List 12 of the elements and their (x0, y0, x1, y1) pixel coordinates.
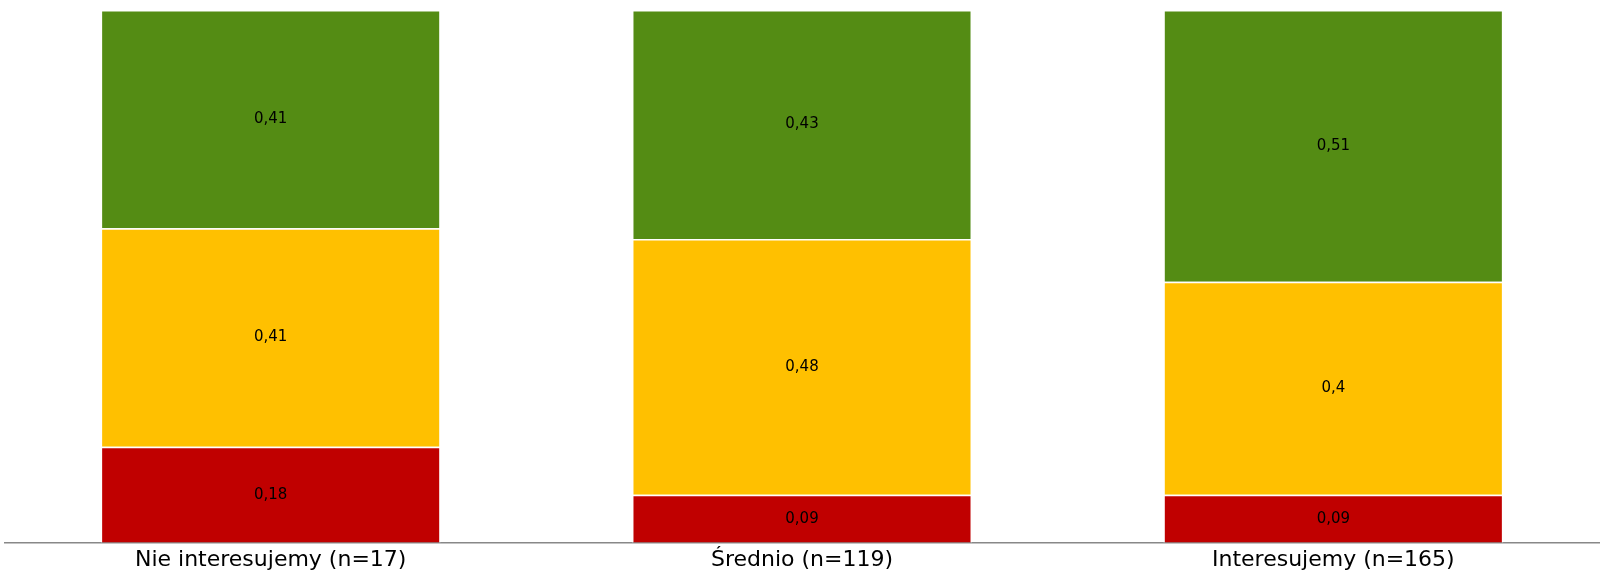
data-label: 0,48 (785, 356, 819, 375)
data-label: 0,41 (253, 327, 288, 346)
data-label: 0,18 (253, 484, 288, 503)
data-label: 0,4 (1321, 378, 1346, 397)
data-label: 0,09 (1316, 508, 1351, 527)
data-label: 0,41 (253, 109, 288, 128)
data-label: 0,43 (785, 114, 819, 133)
x-tick-label: Nie interesujemy (n=17) (134, 545, 407, 571)
data-label: 0,51 (1316, 135, 1351, 154)
x-tick-label: Średnio (n=119) (710, 545, 894, 571)
data-label: 0,09 (785, 508, 819, 527)
x-tick-label: Interesujemy (n=165) (1211, 545, 1455, 571)
